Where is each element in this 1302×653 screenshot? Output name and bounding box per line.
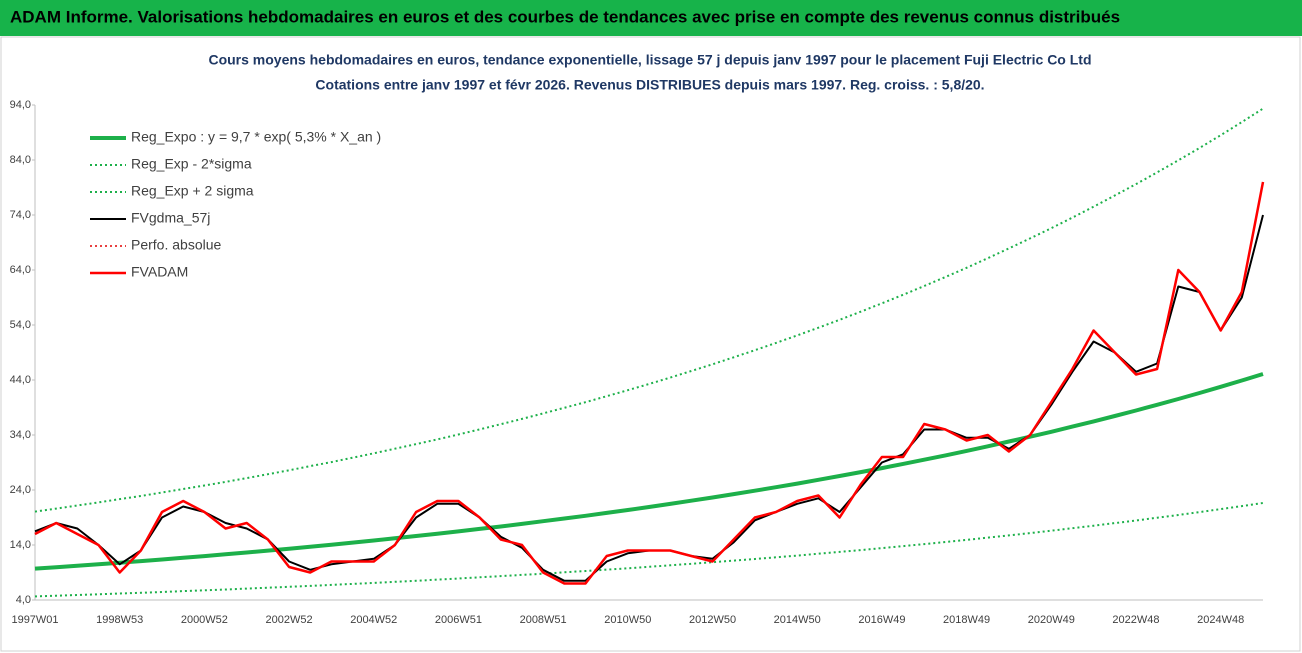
y-tick-label: 24,0	[10, 484, 31, 496]
y-tick-label: 54,0	[10, 319, 31, 331]
chart-frame	[0, 36, 1301, 652]
y-tick-label: 74,0	[10, 209, 31, 221]
x-tick-label: 2020W49	[1028, 614, 1075, 626]
x-tick-label: 2010W50	[604, 614, 651, 626]
legend-label: Perfo. absolue	[131, 237, 221, 253]
y-tick-label: 34,0	[10, 429, 31, 441]
x-tick-label: 1998W53	[96, 614, 143, 626]
x-tick-label: 2004W52	[350, 614, 397, 626]
x-tick-label: 2016W49	[858, 614, 905, 626]
legend-label: FVADAM	[131, 264, 188, 280]
legend-label: FVgdma_57j	[131, 210, 210, 226]
x-tick-label: 2014W50	[774, 614, 821, 626]
x-tick-label: 2002W52	[266, 614, 313, 626]
y-tick-label: 94,0	[10, 99, 31, 111]
x-tick-label: 2024W48	[1197, 614, 1244, 626]
series-line	[34, 502, 1264, 598]
series-line	[34, 181, 1265, 585]
x-tick-label: 2022W48	[1112, 614, 1159, 626]
chart-title: Cours moyens hebdomadaires en euros, ten…	[208, 52, 1091, 68]
y-tick-label: 14,0	[10, 539, 31, 551]
y-tick-label: 44,0	[10, 374, 31, 386]
x-tick-label: 2018W49	[943, 614, 990, 626]
legend-label: Reg_Exp + 2 sigma	[131, 183, 254, 199]
x-tick-label: 1997W01	[11, 614, 58, 626]
header-bar	[0, 0, 1302, 36]
chart-subtitle: Cotations entre janv 1997 et févr 2026. …	[315, 77, 984, 93]
y-tick-label: 84,0	[10, 154, 31, 166]
x-tick-label: 2006W51	[435, 614, 482, 626]
legend-label: Reg_Exp - 2*sigma	[131, 156, 252, 172]
y-tick-label: 64,0	[10, 264, 31, 276]
x-tick-label: 2000W52	[181, 614, 228, 626]
header-title: ADAM Informe. Valorisations hebdomadaire…	[10, 7, 1120, 26]
y-tick-label: 4,0	[16, 594, 31, 606]
series-line	[34, 372, 1264, 571]
x-tick-label: 2012W50	[689, 614, 736, 626]
legend-label: Reg_Expo : y = 9,7 * exp( 5,3% * X_an )	[131, 129, 381, 145]
x-tick-label: 2008W51	[520, 614, 567, 626]
